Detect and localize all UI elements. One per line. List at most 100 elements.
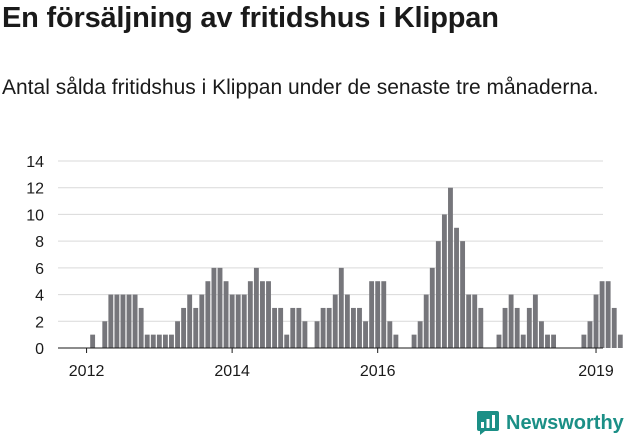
bar (296, 307, 302, 348)
bar (514, 307, 520, 348)
bar (545, 334, 550, 348)
bar (253, 267, 259, 348)
bar (320, 307, 326, 348)
bar (539, 321, 544, 348)
bar (593, 294, 599, 348)
brand-logo: Newsworthy (476, 408, 624, 438)
x-tick-label: 2014 (214, 363, 250, 380)
bar (284, 334, 290, 348)
bar (102, 321, 108, 348)
brand-name: Newsworthy (506, 411, 624, 434)
bar (417, 321, 423, 348)
chart-title: En försäljning av fritidshus i Klippan (2, 2, 499, 34)
bar (260, 281, 265, 348)
bar (175, 321, 180, 348)
bar (108, 294, 114, 348)
bar (599, 281, 605, 348)
bar (338, 267, 344, 348)
bar (162, 334, 168, 348)
y-axis-ticks: 0 2 4 6 8 10 12 14 (26, 154, 44, 358)
bar (508, 294, 514, 348)
bar (247, 281, 253, 348)
bar (387, 321, 393, 348)
bar (393, 334, 399, 348)
bar (587, 321, 593, 348)
x-tick-label: 2016 (360, 363, 396, 380)
bar (290, 307, 296, 348)
bar (344, 294, 350, 348)
y-tick-label: 4 (35, 288, 44, 305)
y-tick-label: 10 (26, 207, 44, 224)
bar (435, 241, 441, 348)
y-tick-label: 6 (35, 261, 44, 278)
bar (605, 281, 611, 348)
bar (332, 294, 338, 348)
y-tick-label: 12 (26, 181, 44, 198)
x-axis-ticks: 2012201420162019202120232025 (69, 348, 614, 380)
bar (617, 334, 623, 348)
bar (502, 307, 508, 348)
bar (496, 334, 502, 348)
bar (478, 307, 484, 348)
bar (369, 281, 375, 348)
bar (326, 307, 332, 348)
bar (187, 294, 193, 348)
bar (460, 241, 466, 348)
bar (90, 334, 96, 348)
bar (272, 307, 278, 348)
bar (532, 294, 538, 348)
bar (429, 267, 435, 348)
bar (350, 307, 356, 348)
bar (235, 294, 241, 348)
bar (193, 307, 199, 348)
bar (526, 307, 532, 348)
bar (266, 281, 271, 348)
bars (90, 187, 623, 348)
bar (241, 294, 247, 348)
bar (144, 334, 150, 348)
bar (448, 187, 453, 348)
bar (581, 334, 587, 348)
bar (211, 267, 217, 348)
bar (156, 334, 162, 348)
bar (381, 281, 387, 348)
chart-subtitle: Antal sålda fritidshus i Klippan under d… (2, 76, 599, 99)
bar (126, 294, 132, 348)
bar (120, 294, 126, 348)
bar (357, 307, 362, 348)
bar (472, 294, 478, 348)
bar (411, 334, 417, 348)
bar (466, 294, 472, 348)
bar (217, 267, 223, 348)
bar (181, 307, 187, 348)
bar (551, 334, 557, 348)
bar (205, 281, 211, 348)
x-tick-label: 2019 (578, 363, 614, 380)
bar (520, 334, 526, 348)
bar (278, 307, 284, 348)
bar (150, 334, 156, 348)
bar (114, 294, 120, 348)
bar (199, 294, 205, 348)
x-tick-label: 2012 (69, 363, 105, 380)
bar (423, 294, 429, 348)
bar (302, 321, 308, 348)
bar (169, 334, 174, 348)
y-tick-label: 0 (35, 341, 44, 358)
bar (441, 214, 447, 348)
y-tick-label: 14 (26, 154, 44, 171)
bar (363, 321, 368, 348)
bar (454, 227, 459, 348)
newsworthy-logo-icon (477, 411, 499, 435)
gridlines (58, 160, 603, 322)
y-tick-label: 8 (35, 234, 44, 251)
y-tick-label: 2 (35, 314, 44, 331)
bar (611, 307, 617, 348)
bar (229, 294, 235, 348)
bar (223, 281, 229, 348)
bar (138, 307, 144, 348)
bar (375, 281, 381, 348)
bar (314, 321, 320, 348)
bar (132, 294, 138, 348)
